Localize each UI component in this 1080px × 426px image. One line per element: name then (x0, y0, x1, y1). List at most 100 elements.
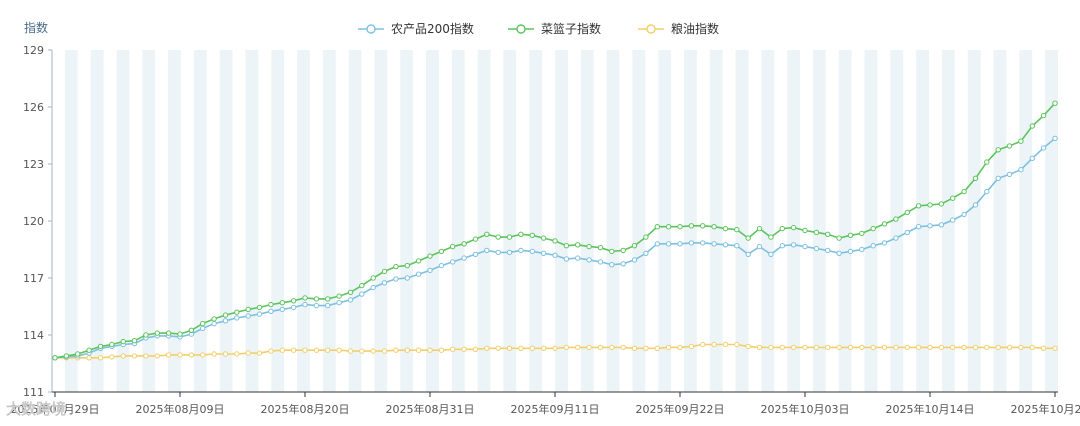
series-layer (52, 100, 1058, 361)
grid-band (916, 50, 930, 392)
data-point (1018, 344, 1024, 351)
data-point (609, 262, 615, 268)
grid-band (348, 50, 362, 392)
data-point (802, 344, 808, 351)
grid-band (967, 50, 981, 392)
data-point (165, 330, 172, 336)
data-point (518, 247, 524, 254)
grid-band (580, 50, 594, 392)
data-point (597, 259, 604, 265)
data-point (325, 302, 331, 309)
data-point (1052, 135, 1058, 142)
data-point (722, 341, 729, 348)
data-point (268, 308, 274, 314)
data-point (313, 296, 320, 302)
data-point (290, 347, 297, 353)
data-point (495, 345, 501, 351)
data-point (75, 351, 81, 357)
data-point (813, 229, 820, 236)
data-point (279, 347, 285, 353)
data-point (915, 344, 922, 351)
y-tick-label: 117 (23, 272, 44, 285)
data-point (1018, 167, 1024, 173)
y-tick-label: 126 (23, 101, 44, 114)
data-point (688, 223, 695, 229)
data-point (847, 248, 854, 255)
data-point (631, 345, 638, 351)
data-point (575, 242, 581, 248)
data-point (711, 341, 717, 348)
data-point (745, 251, 751, 258)
grid-band (709, 50, 723, 392)
data-point (790, 224, 797, 231)
data-point (563, 256, 570, 262)
legend-item-1[interactable]: 菜篮子指数 (508, 21, 601, 36)
data-point (415, 271, 422, 277)
data-point (495, 249, 501, 256)
data-point (1029, 344, 1036, 351)
data-point (586, 344, 592, 351)
data-point (756, 225, 763, 232)
data-point (336, 347, 342, 353)
data-point (563, 243, 570, 249)
data-point (700, 240, 706, 246)
data-point (654, 241, 660, 247)
legend-item-0[interactable]: 农产品200指数 (358, 21, 474, 36)
data-point (325, 347, 331, 353)
data-point (165, 352, 172, 358)
data-point (336, 300, 342, 306)
series-2 (52, 341, 1058, 361)
data-point (52, 355, 58, 361)
grid-band (1045, 50, 1058, 392)
data-point (927, 202, 933, 208)
data-point (1040, 145, 1047, 151)
data-point (120, 353, 126, 359)
data-point (654, 345, 660, 351)
data-point (450, 346, 456, 352)
x-tick-label: 2025年08月20日 (261, 402, 350, 416)
data-point (347, 297, 354, 303)
data-point (290, 298, 297, 304)
data-point (745, 343, 751, 350)
data-point (870, 225, 876, 232)
data-point (370, 284, 376, 291)
data-point (404, 262, 410, 269)
x-tick-label: 2025年08月31日 (386, 402, 475, 416)
data-point (347, 348, 354, 354)
legend[interactable]: 农产品200指数 菜篮子指数 粮油指数 (358, 21, 719, 36)
data-point (904, 209, 910, 216)
data-point (109, 354, 115, 360)
data-point (381, 280, 388, 286)
data-point (654, 224, 660, 230)
data-point (915, 224, 922, 230)
grid-band (761, 50, 775, 392)
data-point (393, 263, 399, 270)
grid-band (271, 50, 285, 392)
grid-band (993, 50, 1007, 392)
grid-band (735, 50, 749, 392)
data-point (347, 289, 354, 295)
legend-item-2[interactable]: 粮油指数 (638, 21, 719, 36)
data-point (200, 325, 206, 332)
data-point (711, 241, 717, 247)
data-point (529, 232, 535, 239)
data-point (552, 252, 558, 258)
data-point (813, 245, 820, 252)
data-point (1018, 138, 1024, 144)
data-point (609, 344, 615, 351)
data-point (745, 235, 751, 241)
watermark: 大数跨境 (6, 400, 66, 418)
grid-band (64, 50, 78, 392)
data-point (552, 238, 558, 244)
data-point (484, 247, 490, 254)
data-point (415, 258, 422, 264)
data-point (302, 301, 308, 308)
data-point (188, 327, 195, 333)
data-point (1040, 345, 1047, 351)
data-point (938, 201, 945, 207)
data-point (256, 350, 263, 356)
data-point (995, 147, 1001, 153)
data-point (836, 235, 842, 241)
data-point (870, 243, 876, 249)
x-tick-label: 2025年09月11日 (511, 402, 600, 416)
